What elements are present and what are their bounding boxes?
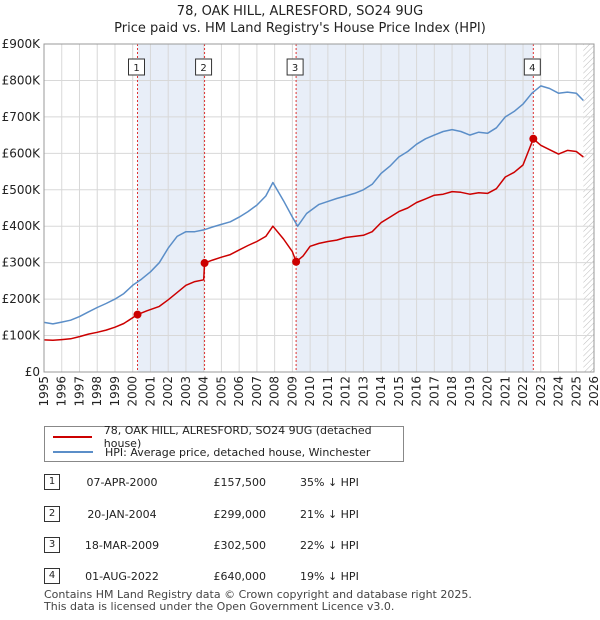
x-tick-label: 2019	[463, 376, 477, 407]
x-tick-label: 2025	[569, 376, 583, 407]
x-tick-label: 2014	[374, 376, 388, 407]
chart-title: 78, OAK HILL, ALRESFORD, SO24 9UG	[176, 4, 424, 19]
table-row: 4 01-AUG-2022 £640,000 19% ↓ HPI	[0, 564, 600, 586]
chart-subtitle: Price paid vs. HM Land Registry's House …	[114, 21, 486, 36]
table-row: 3 18-MAR-2009 £302,500 22% ↓ HPI	[0, 533, 600, 555]
x-tick-label: 1997	[72, 376, 86, 407]
x-tick-label: 2020	[481, 376, 495, 407]
x-tick-label: 2017	[427, 376, 441, 407]
y-tick-label: £400K	[2, 219, 42, 233]
transaction-point	[133, 310, 142, 319]
y-tick-label: £900K	[2, 37, 42, 51]
transaction-hpi: 21% ↓ HPI	[300, 508, 359, 521]
transaction-date: 20-JAN-2004	[87, 508, 157, 521]
x-tick-label: 2012	[339, 376, 353, 407]
y-tick-label: £700K	[2, 110, 42, 124]
x-tick-label: 2016	[410, 376, 424, 407]
y-tick-label: £800K	[2, 73, 42, 87]
legend-item-property: 78, OAK HILL, ALRESFORD, SO24 9UG (detac…	[53, 424, 403, 450]
x-tick-label: 2004	[197, 376, 211, 407]
x-tick-label: 2021	[498, 376, 512, 407]
transaction-hpi: 22% ↓ HPI	[300, 539, 359, 552]
x-tick-label: 2008	[268, 376, 282, 407]
transaction-number-box	[286, 58, 304, 76]
x-tick-label: 2026	[587, 376, 600, 407]
x-tick-label: 2005	[214, 376, 228, 407]
transaction-hpi: 19% ↓ HPI	[300, 570, 359, 583]
transaction-number-box	[195, 58, 213, 76]
x-tick-label: 2013	[356, 376, 370, 407]
chart-legend: 78, OAK HILL, ALRESFORD, SO24 9UG (detac…	[44, 424, 404, 462]
transaction-date: 07-APR-2000	[86, 476, 158, 489]
y-tick-label: £600K	[2, 146, 42, 160]
y-tick-label: £200K	[2, 292, 42, 306]
x-tick-label: 2018	[445, 376, 459, 407]
legend-swatch-blue	[53, 451, 93, 453]
x-tick-label: 2000	[126, 376, 140, 407]
legend-label-property: 78, OAK HILL, ALRESFORD, SO24 9UG (detac…	[103, 424, 372, 450]
series-line-hpi	[43, 85, 584, 325]
y-tick-label: £0	[25, 365, 40, 379]
x-tick-label: 2009	[285, 376, 299, 407]
transaction-number-label: 4	[529, 63, 535, 74]
transaction-number-box	[128, 58, 145, 76]
x-tick-label: 2011	[321, 376, 335, 407]
transaction-price: £302,500	[213, 539, 267, 552]
future-region	[583, 44, 594, 372]
x-tick-label: 1995	[37, 376, 51, 407]
y-tick-label: £300K	[2, 256, 42, 270]
x-tick-label: 2007	[250, 376, 264, 407]
plot-frame	[43, 43, 595, 373]
y-tick-label: £500K	[2, 183, 42, 197]
transaction-price: £640,000	[213, 570, 267, 583]
table-row: 1 07-APR-2000 £157,500 35% ↓ HPI	[0, 470, 600, 492]
x-tick-label: 2001	[143, 376, 157, 407]
transaction-number-label: 1	[133, 63, 139, 74]
x-tick-label: 1998	[90, 376, 104, 407]
x-tick-label: 1996	[55, 376, 69, 407]
table-row: 2 20-JAN-2004 £299,000 21% ↓ HPI	[0, 502, 600, 524]
x-tick-label: 2022	[516, 376, 530, 407]
x-tick-label: 2024	[552, 376, 566, 407]
transaction-point	[529, 134, 538, 143]
legend-swatch-red	[53, 436, 92, 438]
transaction-number-box	[523, 58, 541, 76]
y-tick-label: £100K	[2, 329, 42, 343]
x-tick-label: 2010	[303, 376, 317, 407]
ownership-band	[296, 44, 534, 372]
x-tick-label: 2023	[534, 376, 548, 407]
legend-item-hpi: HPI: Average price, detached house, Winc…	[53, 445, 370, 459]
transaction-number-label: 2	[200, 63, 206, 74]
transaction-hpi: 35% ↓ HPI	[300, 476, 359, 489]
transaction-number: 2	[44, 506, 60, 522]
transaction-price: £157,500	[213, 476, 267, 489]
x-tick-label: 2002	[161, 376, 175, 407]
transaction-price: £299,000	[213, 508, 267, 521]
x-tick-label: 2006	[232, 376, 246, 407]
transaction-number: 3	[44, 537, 60, 553]
transaction-number: 1	[44, 474, 60, 490]
price-chart: £0 £100K £200K £300K £400K £500K £600K £700K £80…	[2, 37, 600, 407]
footer-copyright: Contains HM Land Registry data © Crown c…	[44, 588, 472, 601]
x-tick-label: 1999	[108, 376, 122, 407]
transaction-date: 01-AUG-2022	[85, 570, 159, 583]
transaction-number-label: 3	[292, 63, 298, 74]
legend-label-hpi: HPI: Average price, detached house, Winc…	[105, 445, 371, 459]
ownership-band	[137, 44, 205, 372]
transaction-number: 4	[44, 568, 60, 584]
x-tick-label: 2003	[179, 376, 193, 407]
transaction-point	[200, 259, 209, 268]
footer: Contains HM Land Registry data © Crown c…	[44, 589, 472, 613]
transaction-point	[292, 257, 301, 266]
transaction-date: 18-MAR-2009	[84, 539, 160, 552]
x-tick-label: 2015	[392, 376, 406, 407]
footer-licence: This data is licensed under the Open Gov…	[44, 600, 395, 613]
